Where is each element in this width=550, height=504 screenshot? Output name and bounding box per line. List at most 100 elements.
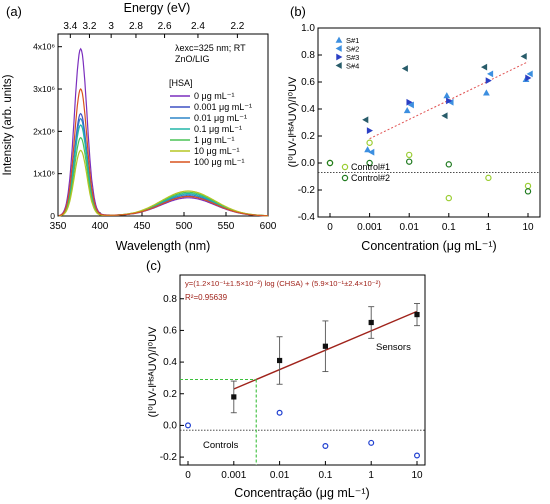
panel-a-legend-label: 1 μg mL⁻¹ — [194, 135, 234, 145]
panel-b-point — [526, 70, 533, 78]
panel-b-y-tick-label: -0.2 — [298, 185, 316, 196]
panel-a-y-tick-label: 2x10⁶ — [33, 126, 55, 136]
panel-a-legend: 0 μg mL⁻¹0.001 μg mL⁻¹0.01 μg mL⁻¹0.1 μg… — [170, 91, 252, 167]
panel-c-sensor-point — [231, 394, 237, 400]
panel-a-top-tick-label: 2.2 — [230, 21, 244, 32]
panel-b-legend-marker — [335, 45, 342, 52]
panel-c-equation: y=(1.2×10⁻¹±1.5×10⁻²) log (CHSA) + (5.9×… — [185, 279, 381, 288]
panel-c-sensors-label: Sensors — [376, 342, 411, 353]
panel-b-point — [483, 89, 490, 96]
panel-b-y-tick-label: 0.6 — [301, 77, 315, 88]
panel-c-control-point — [322, 443, 329, 450]
panel-c-x-tick-label: 0.001 — [221, 470, 246, 481]
panel-b-point — [406, 158, 413, 165]
panel-c-y-tick-label: 0.0 — [163, 420, 177, 431]
panel-c-sensor-point — [277, 357, 283, 364]
panel-b-legend-marker — [335, 62, 342, 69]
panel-b-y-ticks: -0.4 -0.2 0.0 0.2 0.4 0.6 0.8 1.0 — [298, 23, 322, 223]
panel-a-legend-label: 0.001 μg mL⁻¹ — [194, 102, 252, 112]
panel-a-top-tick-label: 3 — [108, 21, 114, 32]
panel-b-point — [524, 188, 532, 195]
panel-c-frame — [179, 274, 426, 466]
panel-c-y-tick-label: -0.2 — [160, 452, 178, 463]
panel-b-legend-label: S#3 — [346, 53, 359, 62]
panel-c-y-ticks: -0.2 0.0 0.2 0.4 0.6 0.8 — [160, 294, 184, 463]
panel-b-x-tick-label: 0.01 — [399, 222, 419, 233]
panel-b-x-tick-label: 0.1 — [442, 222, 456, 233]
panel-b-point — [362, 116, 369, 124]
panel-c-sensor-point — [322, 343, 328, 349]
panel-b-point — [366, 127, 373, 134]
panel-b-y-label: (I⁰UV-IᴴˢᴬUV)/I⁰UV — [287, 76, 299, 167]
panel-c-control-point — [185, 422, 192, 429]
panel-a-legend-label: 0.01 μg mL⁻¹ — [194, 113, 247, 123]
panel-c-x-label: Concentração (μg mL⁻¹) — [234, 486, 369, 500]
panel-b-legend-label: S#1 — [346, 36, 359, 45]
panel-c-x-tick-label: 0 — [185, 470, 191, 481]
panel-a-series-line — [58, 149, 268, 217]
panel-a-legend-label: 0.1 μg mL⁻¹ — [194, 124, 242, 134]
panel-b-point — [407, 101, 414, 109]
panel-b-frame — [317, 27, 541, 218]
panel-c-y-tick-label: 0.4 — [163, 357, 177, 368]
panel-b-x-label: Concentration (μg mL⁻¹) — [361, 239, 496, 253]
panel-b-y-tick-label: 0.8 — [301, 50, 315, 61]
panel-b-point — [441, 112, 448, 120]
panel-c-controls-label: Controls — [203, 440, 239, 451]
panel-c-sensor-point — [414, 311, 420, 318]
panel-a-frame — [57, 33, 269, 217]
panel-a-x-tick-label: 450 — [134, 221, 151, 232]
panel-c-x-ticks: 0 0.001 0.01 0.1 1 10 — [185, 461, 423, 481]
panel-a-top-tick-label: 3.2 — [83, 21, 97, 32]
panel-a-series-line — [58, 88, 269, 217]
panel-b-point — [326, 159, 334, 167]
panel-b-point — [481, 63, 488, 71]
panel-b-point — [446, 97, 453, 105]
panel-b-legend-label: Control#2 — [351, 173, 390, 183]
panel-b-point — [485, 174, 492, 182]
panel-a-annotation-1: λexc=325 nm; RT — [175, 43, 246, 53]
panel-b-point — [524, 182, 532, 190]
panel-b-points — [326, 52, 533, 202]
panel-b-legend-label: S#2 — [346, 45, 359, 54]
panel-c-y-tick-label: 0.6 — [163, 325, 177, 336]
panel-a-label: (a) — [6, 4, 22, 19]
panel-c-dashed-guides — [180, 378, 257, 465]
panel-b: (b) 0 0.001 0.01 0.1 1 10 -0.4 -0.2 0.0 0.2 0.4 0.… — [287, 4, 541, 253]
panel-c-x-tick-label: 0.1 — [318, 470, 332, 481]
panel-c-y-tick-label: 0.8 — [163, 294, 177, 305]
panel-b-x-tick-label: 1 — [486, 222, 492, 233]
panel-b-point — [487, 70, 494, 78]
panel-b-y-tick-label: -0.4 — [298, 212, 316, 223]
panel-c: (c) 0 0.001 0.01 0.1 1 10 -0.2 0.0 0.2 0.4 0.6 0.8… — [146, 258, 426, 500]
panel-a-top-tick-label: 2.6 — [158, 21, 172, 32]
panel-a-y-tick-label: 0 — [50, 211, 55, 221]
panel-b-point — [406, 98, 413, 106]
panel-a-x-tick-label: 550 — [218, 221, 235, 232]
panel-b-legend-marker — [336, 53, 343, 61]
panel-b-legend-marker — [335, 36, 343, 43]
panel-b-x-tick-label: 10 — [522, 222, 534, 233]
panel-a-x-tick-label: 500 — [176, 221, 193, 232]
panel-c-control-point — [368, 439, 375, 446]
panel-c-label: (c) — [146, 258, 161, 273]
panel-b-legend-label: S#4 — [346, 62, 359, 71]
panel-a-legend-label: 100 μg mL⁻¹ — [194, 157, 244, 167]
panel-b-point — [368, 148, 375, 156]
panel-a-top-tick-label: 3.4 — [63, 21, 77, 32]
panel-c-control-point — [276, 409, 283, 416]
panel-a-curves — [58, 47, 269, 217]
panel-a: (a) Energy (eV) 3.4 3.2 3 2.8 2.6 2.4 2.2 350 4… — [2, 1, 277, 253]
panel-b-y-tick-label: 0.4 — [301, 104, 315, 115]
panel-a-legend-label: 10 μg mL⁻¹ — [194, 146, 239, 156]
panel-b-point — [445, 161, 452, 168]
panel-b-legend-label: Control#1 — [351, 162, 390, 172]
panel-b-y-tick-label: 0.0 — [301, 158, 315, 169]
panel-b-y-tick-label: 1.0 — [301, 23, 315, 34]
panel-b-point — [403, 106, 411, 114]
panel-b-point — [366, 159, 373, 167]
panel-a-top-tick-label: 2.4 — [191, 21, 205, 32]
panel-c-y-label: (I⁰UV-IᴴˢᴬUV)/I⁰UV — [147, 326, 159, 417]
panel-a-y-label: Intensity (arb. units) — [2, 74, 14, 175]
